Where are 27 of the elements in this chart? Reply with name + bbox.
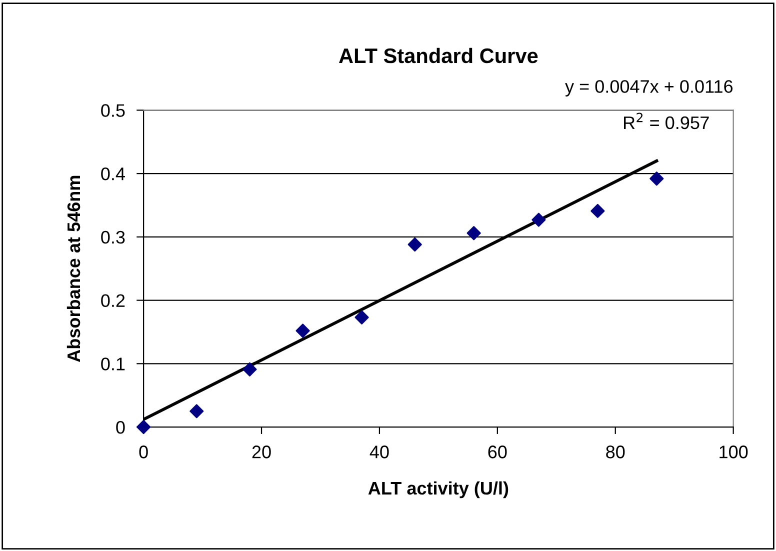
y-tick-label: 0.5	[101, 104, 125, 117]
y-tick-label: 0	[116, 420, 125, 434]
point	[466, 226, 481, 240]
point	[296, 324, 310, 338]
x-tick-label: 40	[370, 446, 389, 458]
annotation: R$^{2}$ = 0.957	[624, 112, 709, 130]
chart-title: ALT Standard Curve	[339, 48, 538, 64]
point	[354, 310, 369, 324]
x-tick-label: 20	[252, 446, 271, 458]
y-tick-label: 0.1	[101, 358, 125, 370]
x-tick-label: 80	[606, 446, 625, 458]
y-tick-label: 0.2	[101, 294, 125, 308]
point	[242, 362, 257, 376]
point	[532, 212, 546, 227]
y-axis-title: Absorbance at 546nm	[66, 176, 80, 362]
point	[590, 204, 605, 218]
y-tick-label: 0.3	[101, 230, 125, 244]
y-tick-label: 0.4	[101, 168, 125, 180]
point	[408, 237, 422, 252]
point	[136, 420, 151, 434]
point	[650, 172, 664, 186]
x-tick-label: 60	[488, 446, 507, 458]
x-axis-title: ALT activity (U/l)	[368, 481, 508, 498]
x-tick-label: 100	[720, 446, 748, 458]
x-tick-label: 0	[139, 446, 148, 458]
point	[190, 404, 204, 418]
text: y = 0.0047x + 0.0116	[565, 80, 733, 96]
